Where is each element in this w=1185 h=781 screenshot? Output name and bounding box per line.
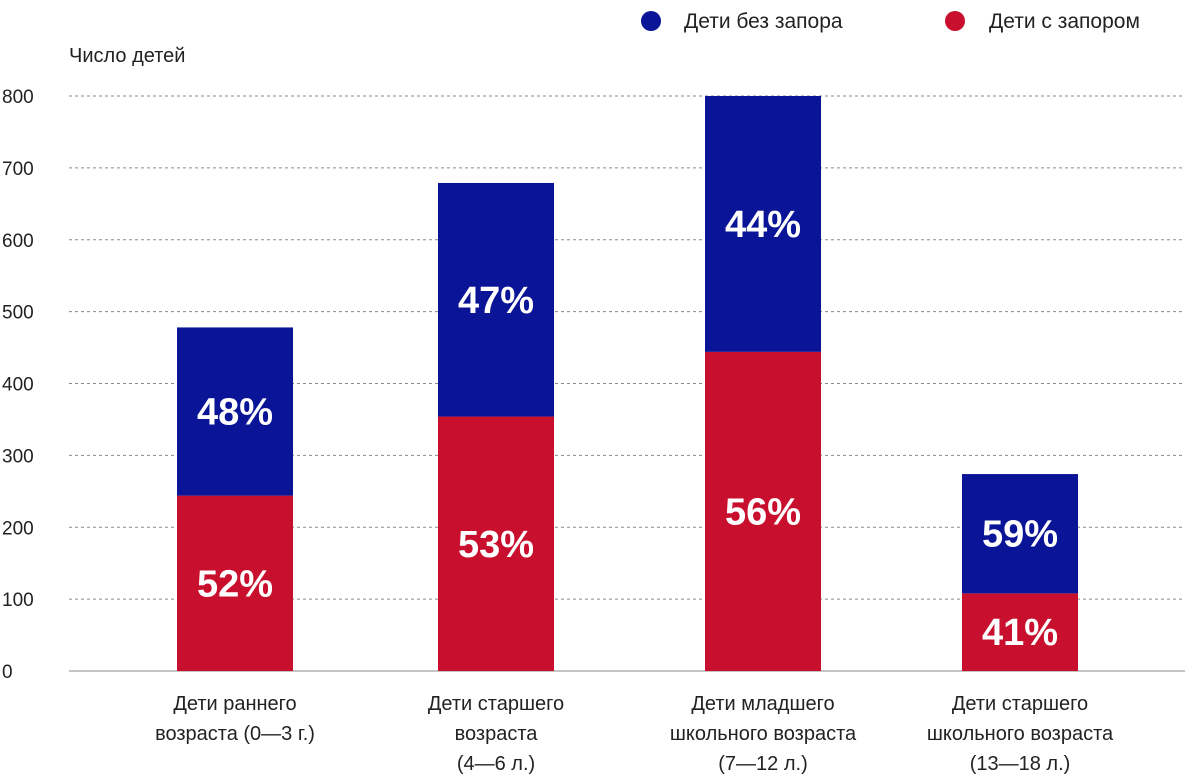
data-labels-layer: 52% 48% 53% 47% 56% 44% 41% 59% — [197, 204, 1058, 654]
bar-segment — [705, 351, 821, 671]
y-tick-label: 400 — [2, 375, 34, 396]
bar-segment — [177, 327, 293, 496]
x-category-label: Дети старшего возраста (4—6 л.) — [428, 693, 564, 775]
legend-label: Дети с запором — [989, 10, 1140, 33]
bar-segment — [177, 495, 293, 671]
data-label: 41% — [982, 612, 1058, 654]
y-tick-label: 200 — [2, 518, 34, 539]
category-labels-layer: Дети раннего возраста (0—3 г.) Дети старше… — [155, 693, 1114, 775]
x-category-label: Дети старшего школьного возраста (13—18 л.… — [927, 693, 1114, 775]
data-label: 44% — [725, 204, 801, 246]
x-category-label-line: (13—18 л.) — [970, 753, 1071, 775]
data-label: 56% — [725, 491, 801, 533]
legend-marker — [945, 11, 965, 31]
legend-label: Дети без запора — [684, 10, 843, 33]
y-axis-title: Число детей — [69, 45, 185, 67]
bar-segment — [438, 182, 554, 417]
y-tick-label: 800 — [2, 87, 34, 108]
y-tick-label: 300 — [2, 446, 34, 467]
data-label: 59% — [982, 514, 1058, 556]
y-tick-label: 700 — [2, 159, 34, 180]
x-category-label-line: возраста (0—3 г.) — [155, 723, 315, 745]
bar-segment — [962, 593, 1078, 671]
grid-layer: 0 100 200 300 400 500 600 700 800 — [2, 87, 1185, 683]
bar-segment — [705, 96, 821, 352]
x-category-label-line: Дети раннего — [173, 693, 296, 715]
y-tick-label: 600 — [2, 231, 34, 252]
x-category-label: Дети младшего школьного возраста (7—12 л.) — [670, 693, 857, 775]
x-category-label-line: Дети старшего — [428, 693, 564, 715]
legend: Дети без запора Дети с запором — [641, 10, 1140, 33]
legend-marker — [641, 11, 661, 31]
data-label: 52% — [197, 563, 273, 605]
x-category-label-line: возраста — [455, 723, 539, 745]
data-label: 47% — [458, 280, 534, 322]
bar-segment — [962, 474, 1078, 594]
y-tick-label: 0 — [2, 662, 13, 683]
x-category-label: Дети раннего возраста (0—3 г.) — [155, 693, 315, 745]
x-category-label-line: (7—12 л.) — [718, 753, 807, 775]
y-tick-label: 100 — [2, 590, 34, 611]
x-category-label-line: Дети старшего — [952, 693, 1088, 715]
bar-segment — [438, 416, 554, 671]
x-category-label-line: Дети младшего — [691, 693, 834, 715]
x-category-label-line: школьного возраста — [670, 723, 857, 745]
data-label: 48% — [197, 392, 273, 434]
data-label: 53% — [458, 524, 534, 566]
y-tick-label: 500 — [2, 303, 34, 324]
bars-layer — [177, 96, 1078, 671]
x-category-label-line: школьного возраста — [927, 723, 1114, 745]
x-category-label-line: (4—6 л.) — [457, 753, 535, 775]
